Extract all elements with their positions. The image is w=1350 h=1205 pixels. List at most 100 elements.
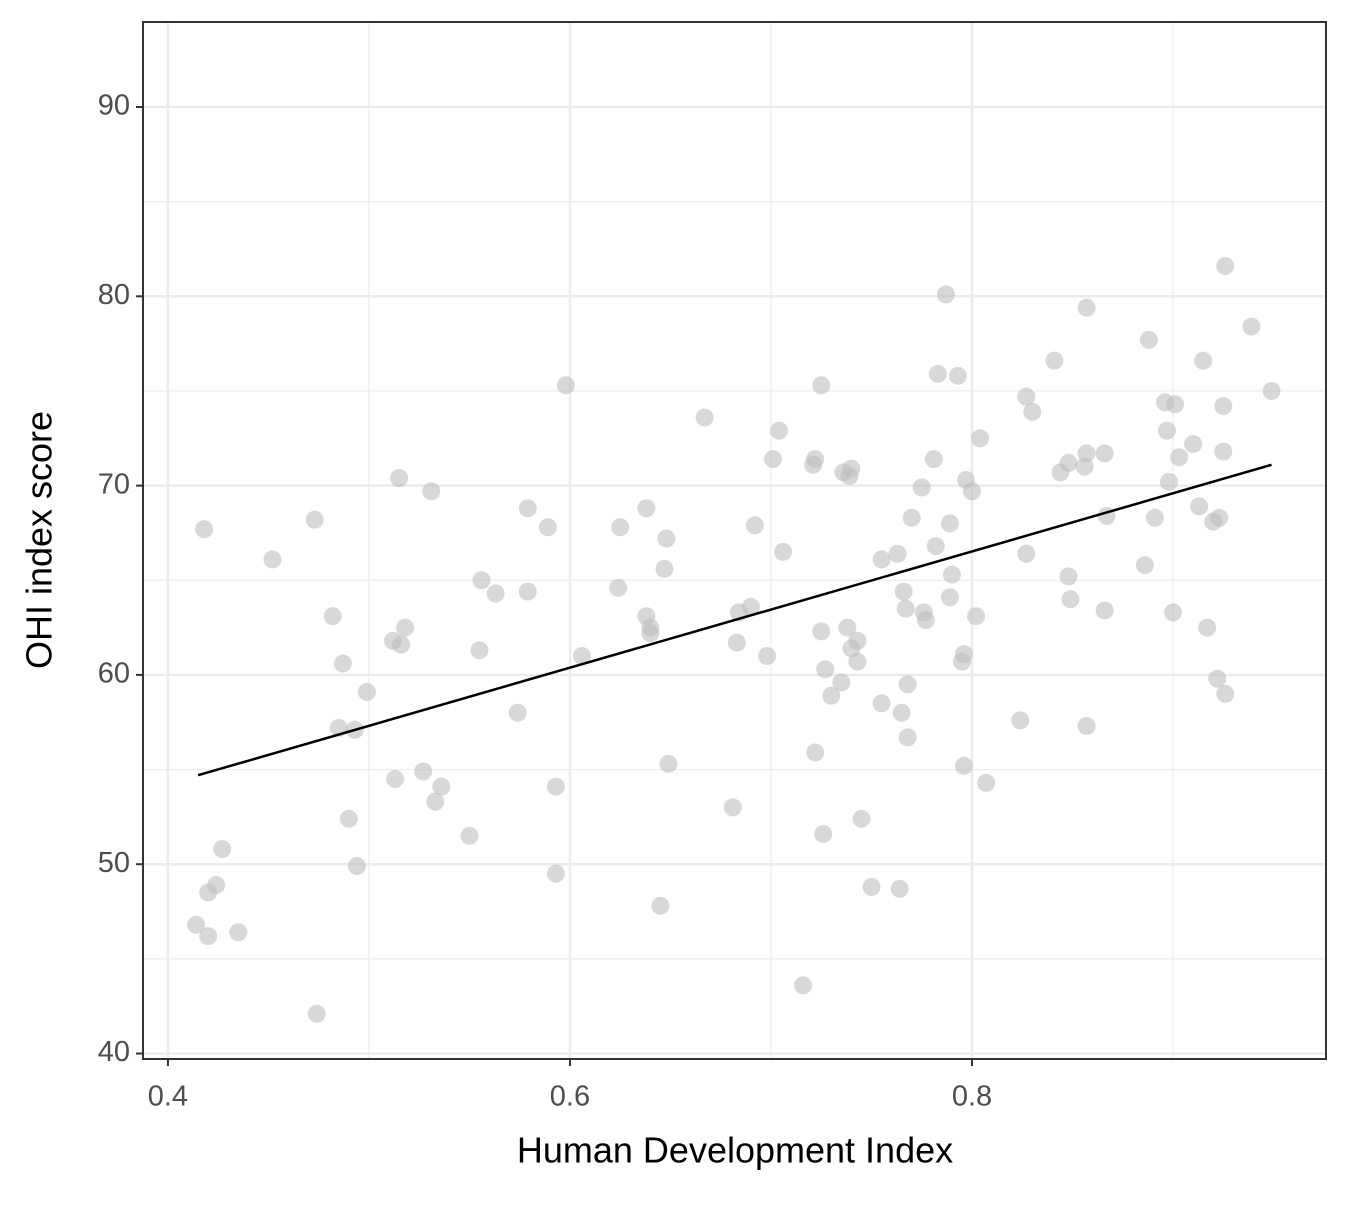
point bbox=[199, 927, 218, 946]
point bbox=[912, 478, 931, 497]
point bbox=[470, 641, 489, 660]
point bbox=[1194, 351, 1213, 370]
point bbox=[1059, 453, 1078, 472]
point bbox=[940, 514, 959, 533]
point bbox=[1145, 508, 1164, 527]
point bbox=[848, 631, 867, 650]
point bbox=[812, 622, 831, 641]
y-tick-label: 40 bbox=[98, 1036, 130, 1068]
point bbox=[822, 686, 841, 705]
point bbox=[1164, 603, 1183, 622]
point bbox=[936, 285, 955, 304]
point bbox=[1139, 330, 1158, 349]
point bbox=[954, 645, 973, 664]
point bbox=[347, 857, 366, 876]
point bbox=[1210, 508, 1229, 527]
point bbox=[1061, 590, 1080, 609]
point bbox=[651, 896, 670, 915]
point bbox=[207, 876, 226, 895]
point bbox=[305, 510, 324, 529]
point bbox=[546, 864, 565, 883]
point bbox=[888, 544, 907, 563]
point bbox=[1242, 317, 1261, 336]
point bbox=[339, 809, 358, 828]
point bbox=[963, 482, 982, 501]
point bbox=[1214, 397, 1233, 416]
point bbox=[1017, 544, 1036, 563]
point bbox=[916, 611, 935, 630]
point bbox=[894, 582, 913, 601]
point bbox=[741, 597, 760, 616]
point bbox=[637, 499, 656, 518]
point bbox=[840, 467, 859, 486]
point bbox=[432, 777, 451, 796]
point bbox=[1208, 669, 1227, 688]
point bbox=[546, 777, 565, 796]
point bbox=[890, 879, 909, 898]
y-tick-label: 50 bbox=[98, 847, 130, 879]
fit-line bbox=[197, 463, 1272, 777]
point bbox=[896, 599, 915, 618]
point bbox=[518, 582, 537, 601]
point bbox=[770, 421, 789, 440]
point bbox=[1214, 442, 1233, 461]
point bbox=[723, 798, 742, 817]
point bbox=[1160, 472, 1179, 491]
point bbox=[333, 654, 352, 673]
point bbox=[1262, 381, 1281, 400]
point bbox=[392, 635, 411, 654]
point bbox=[814, 824, 833, 843]
point bbox=[971, 429, 990, 448]
point bbox=[1216, 684, 1235, 703]
x-axis-title: Human Development Index bbox=[517, 1130, 953, 1171]
point bbox=[1095, 601, 1114, 620]
point bbox=[852, 809, 871, 828]
panel-border bbox=[142, 21, 1327, 1060]
point bbox=[940, 588, 959, 607]
marks bbox=[187, 257, 1281, 1023]
point bbox=[307, 1004, 326, 1023]
point bbox=[556, 376, 575, 395]
point bbox=[928, 364, 947, 383]
x-tick-label: 0.8 bbox=[952, 1081, 992, 1113]
point bbox=[641, 624, 660, 643]
x-tick-label: 0.6 bbox=[550, 1081, 590, 1113]
point bbox=[745, 516, 764, 535]
point bbox=[848, 652, 867, 671]
point bbox=[657, 529, 676, 548]
point bbox=[862, 877, 881, 896]
point bbox=[1135, 556, 1154, 575]
point bbox=[609, 578, 628, 597]
point bbox=[926, 537, 945, 556]
point bbox=[948, 366, 967, 385]
point bbox=[213, 840, 232, 859]
point bbox=[195, 520, 214, 539]
point bbox=[942, 565, 961, 584]
point bbox=[727, 633, 746, 652]
point bbox=[386, 770, 405, 789]
point bbox=[508, 703, 527, 722]
point bbox=[812, 376, 831, 395]
point bbox=[872, 694, 891, 713]
point bbox=[806, 743, 825, 762]
point bbox=[1011, 711, 1030, 730]
point bbox=[1077, 717, 1096, 736]
point bbox=[187, 915, 206, 934]
point bbox=[898, 728, 917, 747]
point bbox=[1023, 402, 1042, 421]
point bbox=[892, 703, 911, 722]
point bbox=[1077, 298, 1096, 317]
point bbox=[838, 618, 857, 637]
point bbox=[757, 646, 776, 665]
point bbox=[898, 675, 917, 694]
point bbox=[774, 542, 793, 561]
point bbox=[804, 455, 823, 474]
point bbox=[1017, 387, 1036, 406]
y-tick-label: 70 bbox=[98, 468, 130, 500]
point bbox=[1184, 434, 1203, 453]
point bbox=[1190, 497, 1209, 516]
point bbox=[655, 559, 674, 578]
point bbox=[902, 508, 921, 527]
